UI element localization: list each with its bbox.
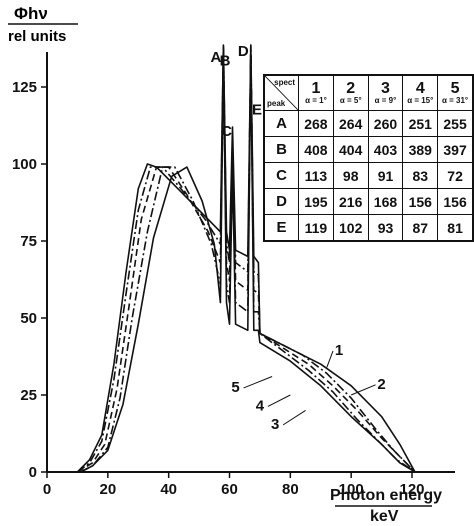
x-axis-unit: keV: [370, 508, 399, 525]
peak-label-D: D: [238, 43, 249, 60]
table-row: D 195 216 168 156 156: [263, 188, 474, 215]
curve-leader-2: [350, 384, 376, 396]
peak-labels: AB C D E: [210, 43, 261, 140]
series-group: [76, 44, 416, 473]
table-cell: 156: [402, 188, 439, 215]
table-cell: 389: [402, 136, 439, 163]
y-tick-label: 50: [20, 310, 37, 327]
curve-leader-5: [243, 376, 273, 389]
table-cell: 113: [298, 162, 334, 189]
y-tick-label: 25: [20, 387, 37, 404]
x-tick-label: 100: [339, 481, 364, 498]
peak-label-A: A: [210, 49, 221, 66]
table-row-peak: D: [263, 188, 300, 215]
table-cell: 397: [437, 136, 474, 163]
table-cell: 119: [298, 214, 334, 242]
table-cell: 255: [437, 110, 474, 137]
table-row: B 408 404 403 389 397: [263, 136, 474, 163]
y-tick-label: 100: [12, 156, 37, 173]
peak-label-C: C: [221, 123, 232, 140]
x-tick-label: 20: [99, 481, 116, 498]
x-tick-label: 40: [160, 481, 177, 498]
x-tick-label: 60: [221, 481, 238, 498]
table-cell: 72: [437, 162, 474, 189]
table-cell: 91: [367, 162, 404, 189]
y-axis-unit: rel units: [8, 28, 66, 45]
table-cell: 251: [402, 110, 439, 137]
table-corner-cell: spect peak: [263, 74, 300, 111]
table-row: C 113 98 91 83 72: [263, 162, 474, 189]
table-cell: 268: [298, 110, 334, 137]
table-cell: 264: [332, 110, 369, 137]
x-tick-label: 120: [399, 481, 424, 498]
table-row-peak: A: [263, 110, 300, 137]
curve-number-1: 1: [335, 342, 343, 359]
table-corner-peak: peak: [267, 99, 286, 108]
x-ticks: 0 20 40 60 80 100 120: [43, 472, 425, 498]
curve-number-4: 4: [256, 397, 265, 414]
table-cell: 81: [437, 214, 474, 242]
series-line-5: [80, 55, 416, 473]
table-cell: 260: [367, 110, 404, 137]
y-ticks: 0 25 50 75 100 125: [12, 79, 47, 481]
y-tick-label: 0: [29, 464, 37, 481]
curve-numbers: 1 2 345: [231, 342, 385, 433]
curve-leader-3: [282, 409, 306, 426]
table-cell: 216: [332, 188, 369, 215]
x-axis-label: Photon energy: [330, 487, 442, 504]
table-cell: 98: [332, 162, 369, 189]
table-row: A 268 264 260 251 255: [263, 110, 474, 137]
table-row-peak: C: [263, 162, 300, 189]
y-axis-symbol: Φhν: [14, 4, 48, 23]
table-cell: 168: [367, 188, 404, 215]
curve-number-3: 3: [271, 416, 279, 433]
table-corner-spect: spect: [274, 78, 296, 87]
table-row: E 119 102 93 87 81: [263, 214, 474, 242]
peak-label-E: E: [252, 102, 262, 119]
table-cell: 408: [298, 136, 334, 163]
x-tick-label: 0: [43, 481, 51, 498]
table-cell: 195: [298, 188, 334, 215]
table-row-peak: B: [263, 136, 300, 163]
table-cell: 403: [367, 136, 404, 163]
peak-label-B: B: [220, 52, 231, 69]
table-cell: 404: [332, 136, 369, 163]
curve-number-2: 2: [377, 376, 385, 393]
table-cell: 87: [402, 214, 439, 242]
table-cell: 93: [367, 214, 404, 242]
table-row-peak: E: [263, 214, 300, 242]
table-cell: 156: [437, 188, 474, 215]
y-tick-label: 125: [12, 79, 37, 96]
table-cell: 102: [332, 214, 369, 242]
curve-leader-4: [267, 394, 291, 407]
curve-leader-1: [326, 350, 334, 368]
curve-number-5: 5: [231, 379, 239, 396]
table-cell: 83: [402, 162, 439, 189]
x-tick-label: 80: [282, 481, 299, 498]
y-tick-label: 75: [20, 233, 37, 250]
